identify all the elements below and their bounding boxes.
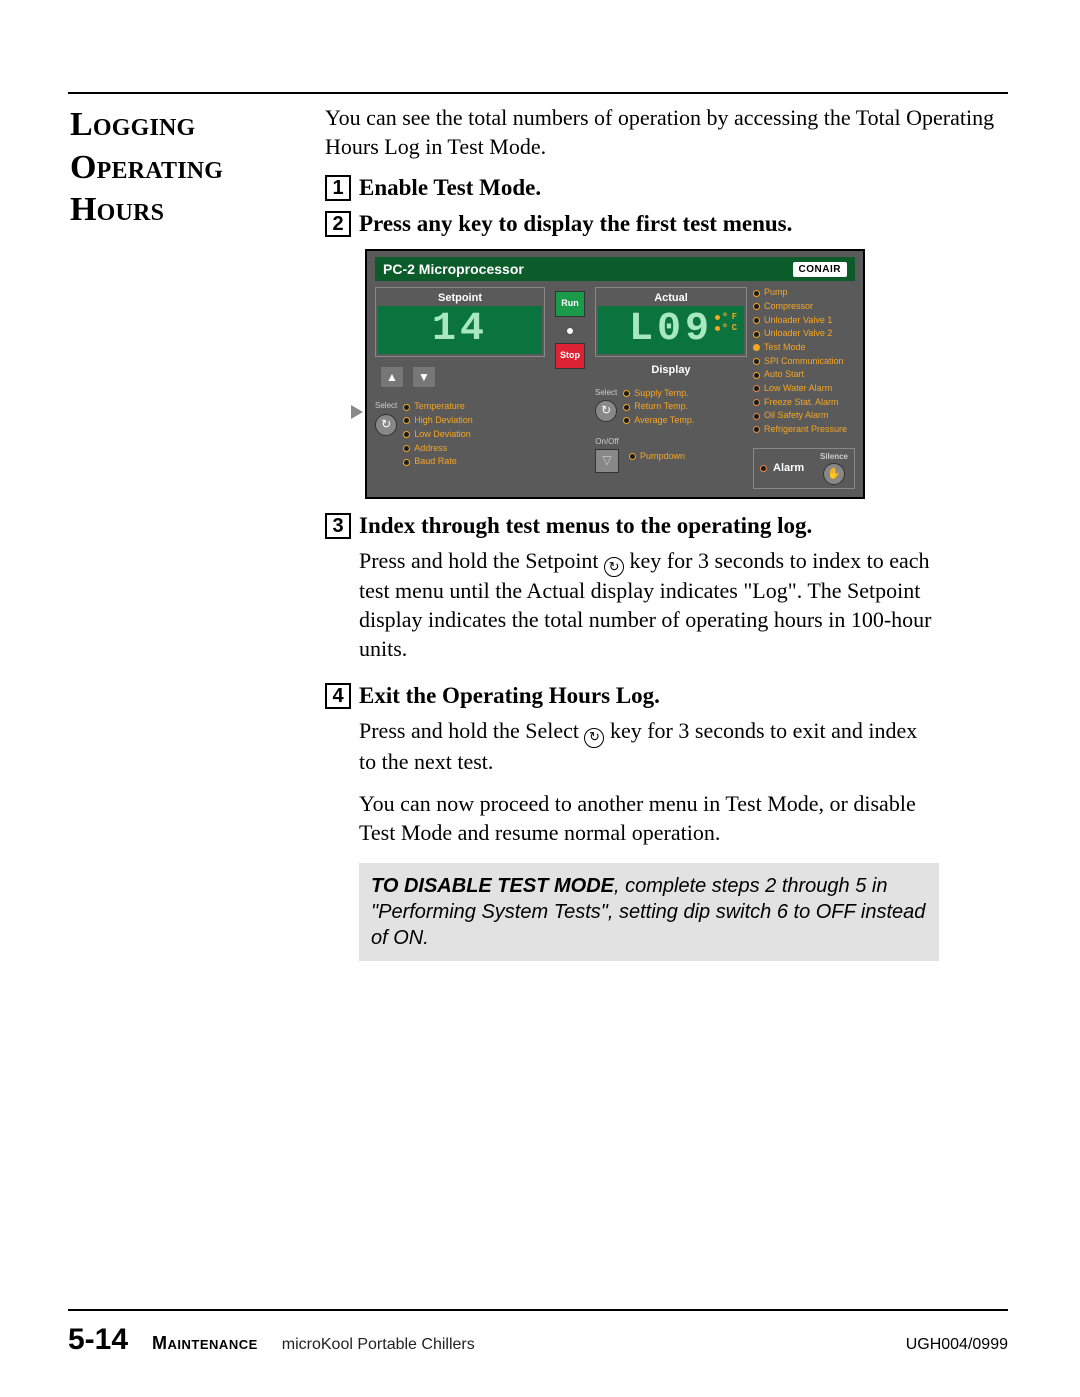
select-label-left: Select bbox=[375, 401, 397, 411]
main-column: You can see the total numbers of operati… bbox=[325, 104, 1010, 961]
section-title: Logging Operating Hours bbox=[70, 104, 295, 232]
top-rule bbox=[68, 92, 1008, 94]
control-panel-figure: PC-2 Microprocessor CONAIR Setpoint 14 ▲… bbox=[365, 249, 1010, 499]
brand-badge: CONAIR bbox=[793, 262, 847, 277]
disable-note: TO DISABLE TEST MODE, complete steps 2 t… bbox=[359, 863, 939, 961]
display-select-items: Supply Temp. Return Temp. Average Temp. bbox=[623, 388, 694, 427]
note-lead: TO DISABLE TEST MODE bbox=[371, 875, 614, 897]
sel-temperature: Temperature bbox=[414, 401, 465, 413]
rotate-icon bbox=[604, 557, 624, 577]
led-unloader2: Unloader Valve 2 bbox=[764, 328, 832, 340]
up-arrow-button[interactable]: ▲ bbox=[381, 367, 403, 387]
step-3-heading: Index through test menus to the operatin… bbox=[359, 511, 812, 541]
alarm-led-icon bbox=[760, 465, 767, 472]
bottom-rule bbox=[68, 1309, 1008, 1311]
display-select-group: Select Supply Temp. Return Temp. Average… bbox=[595, 388, 747, 427]
step-number-4: 4 bbox=[325, 683, 351, 709]
pointer-arrow-icon bbox=[351, 405, 363, 419]
panel-mid: Run Stop bbox=[551, 287, 589, 489]
footer-section: Maintenance bbox=[152, 1333, 258, 1354]
actual-box: Actual L09 ºF ºC bbox=[595, 287, 747, 357]
run-button[interactable]: Run bbox=[555, 291, 585, 317]
alarm-label: Alarm bbox=[773, 461, 804, 475]
step-1: 1 Enable Test Mode. bbox=[325, 173, 1010, 203]
onoff-button[interactable]: ▽ bbox=[595, 449, 619, 473]
left-select-items: Temperature High Deviation Low Deviation… bbox=[403, 401, 473, 467]
arrow-buttons: ▲ ▼ bbox=[375, 363, 545, 391]
led-unloader1: Unloader Valve 1 bbox=[764, 315, 832, 327]
silence-label: Silence bbox=[820, 452, 848, 462]
down-arrow-button[interactable]: ▼ bbox=[413, 367, 435, 387]
led-refrigerant: Refrigerant Pressure bbox=[764, 424, 847, 436]
step-3: 3 Index through test menus to the operat… bbox=[325, 511, 1010, 541]
run-indicator-icon bbox=[566, 327, 574, 335]
step-3-body: Press and hold the Setpoint key for 3 se… bbox=[359, 547, 939, 663]
sel-baud: Baud Rate bbox=[414, 456, 457, 468]
led-autostart: Auto Start bbox=[764, 369, 804, 381]
sel-address: Address bbox=[414, 443, 447, 455]
select-label-disp: Select bbox=[595, 388, 617, 398]
sel-low-dev: Low Deviation bbox=[414, 429, 471, 441]
panel-header: PC-2 Microprocessor CONAIR bbox=[375, 257, 855, 281]
sel-avg: Average Temp. bbox=[634, 415, 694, 427]
left-select-group: Select Temperature High Deviation Low De… bbox=[375, 401, 545, 467]
closing-paragraph: You can now proceed to another menu in T… bbox=[359, 790, 939, 847]
page-footer: 5-14 Maintenance microKool Portable Chil… bbox=[68, 1323, 1008, 1357]
display-select-knob[interactable] bbox=[595, 400, 617, 422]
pc2-panel: PC-2 Microprocessor CONAIR Setpoint 14 ▲… bbox=[365, 249, 865, 499]
footer-doc: UGH004/0999 bbox=[906, 1336, 1008, 1354]
panel-left: Setpoint 14 ▲ ▼ Select bbox=[375, 287, 545, 489]
footer-product: microKool Portable Chillers bbox=[282, 1336, 475, 1354]
step-1-heading: Enable Test Mode. bbox=[359, 173, 541, 203]
setpoint-display: 14 bbox=[378, 306, 542, 354]
led-oil: Oil Safety Alarm bbox=[764, 410, 829, 422]
intro-paragraph: You can see the total numbers of operati… bbox=[325, 104, 1010, 161]
led-freeze: Freeze Stat. Alarm bbox=[764, 397, 839, 409]
setpoint-box: Setpoint 14 bbox=[375, 287, 545, 357]
page-number: 5-14 bbox=[68, 1323, 128, 1357]
step-number-3: 3 bbox=[325, 513, 351, 539]
sel-high-dev: High Deviation bbox=[414, 415, 473, 427]
step-2-heading: Press any key to display the first test … bbox=[359, 209, 792, 239]
led-pump: Pump bbox=[764, 287, 788, 299]
step-number-2: 2 bbox=[325, 211, 351, 237]
actual-display: L09 ºF ºC bbox=[598, 306, 744, 354]
step-4-body: Press and hold the Select key for 3 seco… bbox=[359, 717, 939, 776]
led-low-water: Low Water Alarm bbox=[764, 383, 832, 395]
led-test-mode: Test Mode bbox=[764, 342, 806, 354]
center-bottom-row: On/Off ▽ Pumpdown bbox=[595, 437, 747, 473]
panel-center: Actual L09 ºF ºC Display bbox=[595, 287, 747, 489]
rotate-icon bbox=[584, 728, 604, 748]
step-2: 2 Press any key to display the first tes… bbox=[325, 209, 1010, 239]
sel-supply: Supply Temp. bbox=[634, 388, 688, 400]
step-number-1: 1 bbox=[325, 175, 351, 201]
setpoint-select-knob[interactable] bbox=[375, 414, 397, 436]
onoff-label: On/Off bbox=[595, 437, 618, 447]
alarm-box: Alarm Silence ✋ bbox=[753, 448, 855, 489]
side-column: Logging Operating Hours bbox=[70, 104, 295, 961]
step-4: 4 Exit the Operating Hours Log. bbox=[325, 681, 1010, 711]
display-label: Display bbox=[595, 361, 747, 379]
silence-button[interactable]: ✋ bbox=[823, 463, 845, 485]
panel-body: Setpoint 14 ▲ ▼ Select bbox=[375, 287, 855, 489]
stop-button[interactable]: Stop bbox=[555, 343, 585, 369]
led-compressor: Compressor bbox=[764, 301, 813, 313]
panel-right: Pump Compressor Unloader Valve 1 Unloade… bbox=[753, 287, 855, 489]
led-spi: SPI Communication bbox=[764, 356, 844, 368]
panel-title: PC-2 Microprocessor bbox=[383, 260, 524, 278]
actual-value: L09 bbox=[629, 304, 713, 356]
temp-unit-indicator: ºF ºC bbox=[715, 312, 741, 334]
page-content: Logging Operating Hours You can see the … bbox=[70, 104, 1010, 961]
onoff-group: On/Off ▽ bbox=[595, 437, 619, 473]
step-4-heading: Exit the Operating Hours Log. bbox=[359, 681, 660, 711]
sel-return: Return Temp. bbox=[634, 401, 688, 413]
pumpdown-label: Pumpdown bbox=[640, 451, 685, 463]
